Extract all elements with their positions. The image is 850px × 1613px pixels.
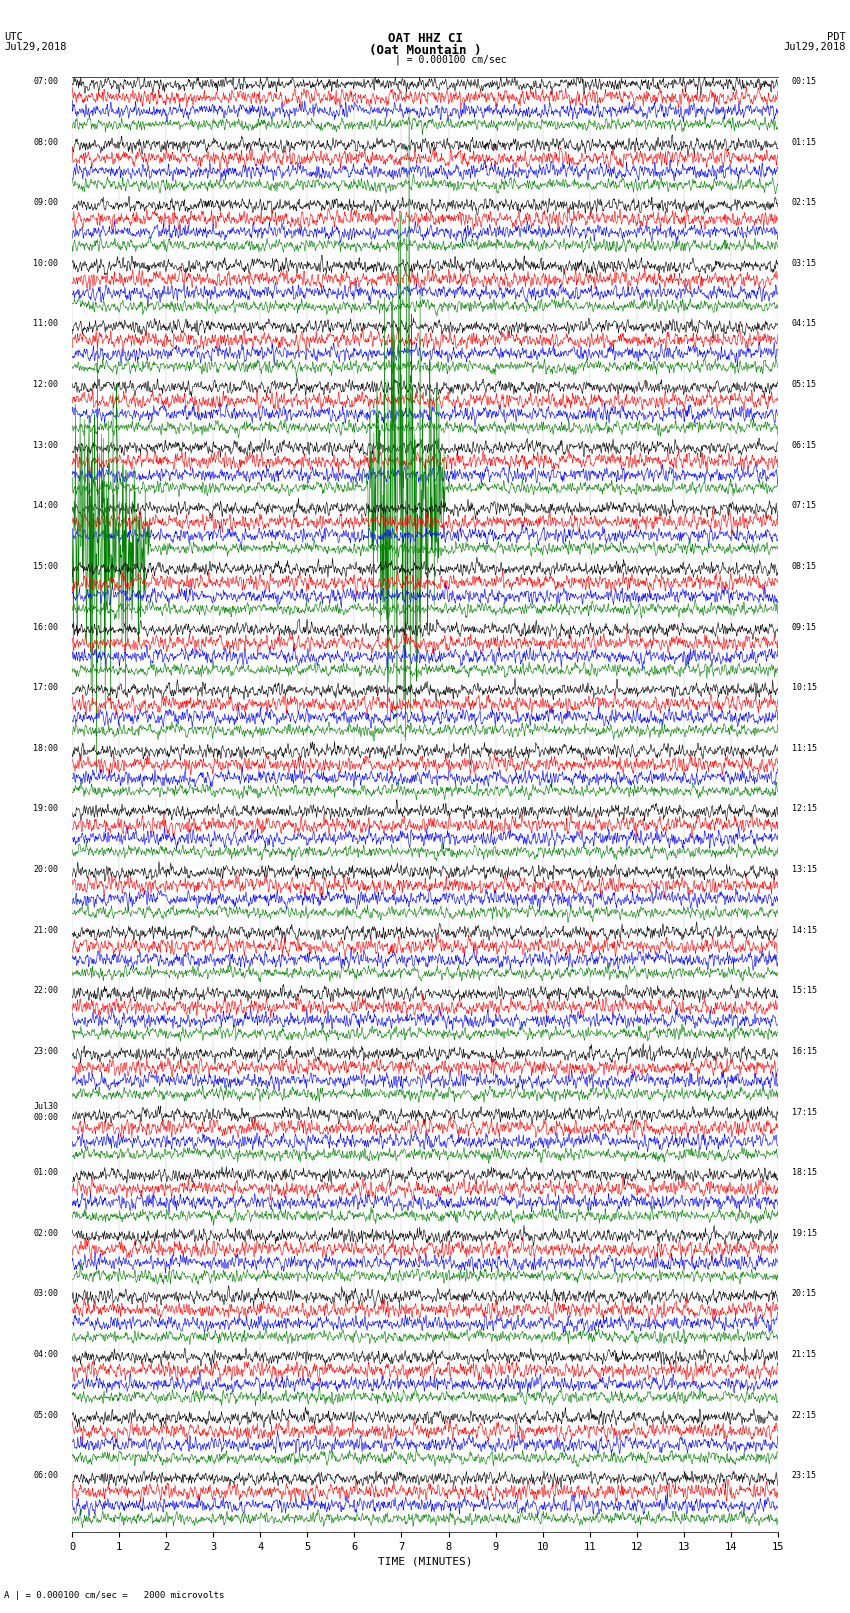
Text: 10:00: 10:00 [33, 258, 58, 268]
Text: 08:15: 08:15 [792, 561, 817, 571]
Text: 10:15: 10:15 [792, 684, 817, 692]
Text: 01:15: 01:15 [792, 137, 817, 147]
Text: 22:00: 22:00 [33, 986, 58, 995]
Text: 00:15: 00:15 [792, 77, 817, 85]
Text: 23:15: 23:15 [792, 1471, 817, 1481]
Text: 06:00: 06:00 [33, 1471, 58, 1481]
Text: 02:15: 02:15 [792, 198, 817, 206]
Text: 04:00: 04:00 [33, 1350, 58, 1360]
Text: 08:00: 08:00 [33, 137, 58, 147]
Text: 09:00: 09:00 [33, 198, 58, 206]
Text: 01:00: 01:00 [33, 1168, 58, 1177]
Text: 14:15: 14:15 [792, 926, 817, 934]
Text: Jul30
00:00: Jul30 00:00 [33, 1102, 58, 1121]
Text: 19:15: 19:15 [792, 1229, 817, 1237]
Text: (Oat Mountain ): (Oat Mountain ) [369, 44, 481, 56]
Text: 15:00: 15:00 [33, 561, 58, 571]
Text: 04:15: 04:15 [792, 319, 817, 329]
Text: 11:00: 11:00 [33, 319, 58, 329]
X-axis label: TIME (MINUTES): TIME (MINUTES) [377, 1557, 473, 1566]
Text: 21:15: 21:15 [792, 1350, 817, 1360]
Text: 16:15: 16:15 [792, 1047, 817, 1057]
Text: 06:15: 06:15 [792, 440, 817, 450]
Text: 03:15: 03:15 [792, 258, 817, 268]
Text: 18:00: 18:00 [33, 744, 58, 753]
Text: 05:00: 05:00 [33, 1411, 58, 1419]
Text: 03:00: 03:00 [33, 1289, 58, 1298]
Text: Jul29,2018: Jul29,2018 [4, 42, 67, 52]
Text: 20:00: 20:00 [33, 865, 58, 874]
Text: OAT HHZ CI: OAT HHZ CI [388, 32, 462, 45]
Text: 18:15: 18:15 [792, 1168, 817, 1177]
Text: 07:15: 07:15 [792, 502, 817, 510]
Text: 12:00: 12:00 [33, 381, 58, 389]
Text: 09:15: 09:15 [792, 623, 817, 632]
Text: 02:00: 02:00 [33, 1229, 58, 1237]
Text: PDT: PDT [827, 32, 846, 42]
Text: 13:15: 13:15 [792, 865, 817, 874]
Text: 14:00: 14:00 [33, 502, 58, 510]
Text: A | = 0.000100 cm/sec =   2000 microvolts: A | = 0.000100 cm/sec = 2000 microvolts [4, 1590, 224, 1600]
Text: 07:00: 07:00 [33, 77, 58, 85]
Text: | = 0.000100 cm/sec: | = 0.000100 cm/sec [395, 55, 507, 66]
Text: 19:00: 19:00 [33, 805, 58, 813]
Text: UTC: UTC [4, 32, 23, 42]
Text: 21:00: 21:00 [33, 926, 58, 934]
Text: 22:15: 22:15 [792, 1411, 817, 1419]
Text: 15:15: 15:15 [792, 986, 817, 995]
Text: 12:15: 12:15 [792, 805, 817, 813]
Text: Jul29,2018: Jul29,2018 [783, 42, 846, 52]
Text: 13:00: 13:00 [33, 440, 58, 450]
Text: 17:15: 17:15 [792, 1108, 817, 1116]
Text: 23:00: 23:00 [33, 1047, 58, 1057]
Text: 05:15: 05:15 [792, 381, 817, 389]
Text: 16:00: 16:00 [33, 623, 58, 632]
Text: 17:00: 17:00 [33, 684, 58, 692]
Text: 11:15: 11:15 [792, 744, 817, 753]
Text: 20:15: 20:15 [792, 1289, 817, 1298]
